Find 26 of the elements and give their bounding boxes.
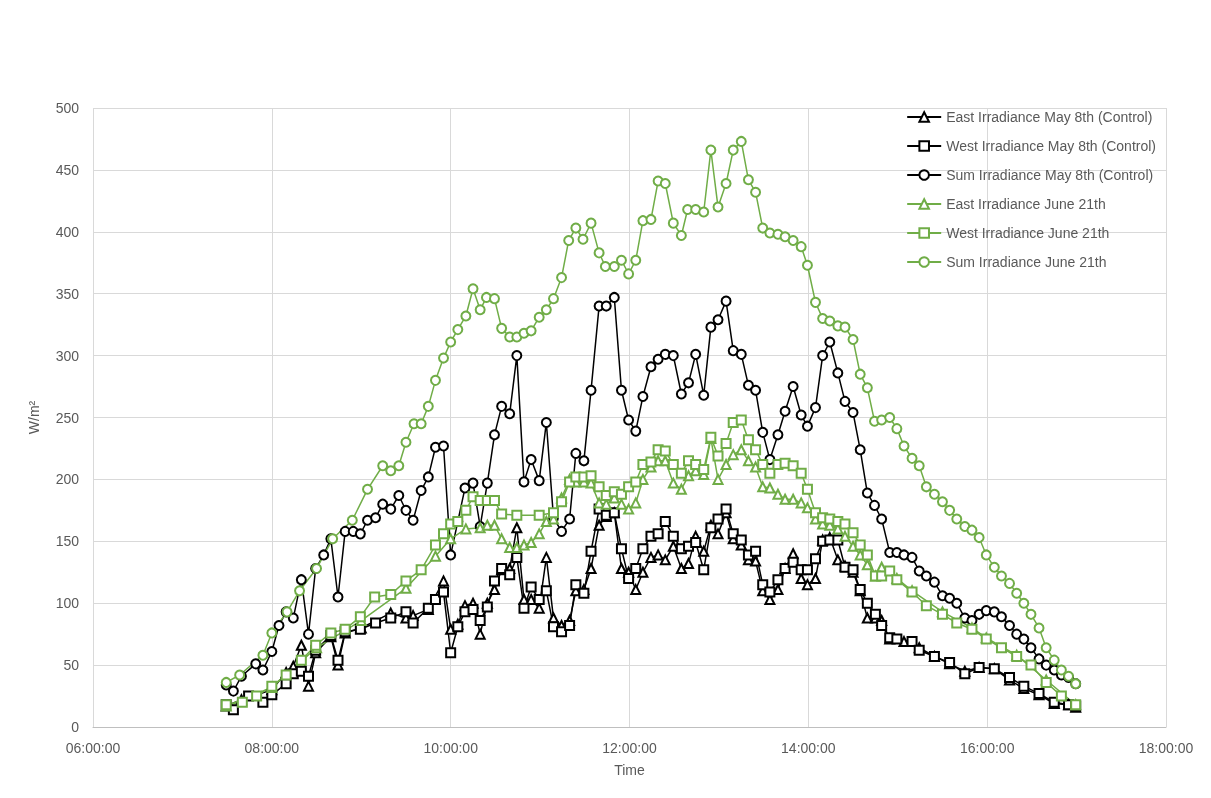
y-tick-label: 200 (55, 471, 80, 488)
y-tick-label: 150 (55, 533, 80, 550)
x-tick-label: 18:00:00 (1138, 740, 1194, 756)
legend-label: East Irradiance May 8th (Control) (946, 109, 1153, 125)
legend-label: Sum Irradiance June 21th (946, 254, 1107, 270)
y-tick-label: 500 (55, 100, 80, 116)
x-axis-title: Time (614, 762, 646, 778)
y-tick-label: 400 (55, 223, 80, 240)
y-tick-label: 250 (55, 409, 80, 426)
y-tick-label: 100 (55, 595, 80, 612)
x-tick-label: 06:00:00 (65, 740, 121, 756)
y-axis-title: W/m² (26, 400, 42, 435)
x-tick-label: 14:00:00 (781, 740, 836, 756)
y-tick-label: 0 (71, 719, 80, 735)
x-tick-label: 10:00:00 (423, 740, 479, 756)
legend-label: East Irradiance June 21th (946, 196, 1106, 212)
y-tick-label: 300 (55, 347, 80, 364)
legend-label: West Irradiance June 21th (946, 225, 1110, 241)
y-tick-label: 350 (55, 285, 80, 302)
x-tick-label: 12:00:00 (602, 740, 657, 756)
y-tick-label: 450 (55, 161, 80, 178)
x-tick-label: 16:00:00 (959, 740, 1015, 756)
x-tick-label: 08:00:00 (244, 740, 300, 756)
y-tick-label: 50 (63, 657, 80, 674)
legend-label: West Irradiance May 8th (Control) (946, 138, 1157, 154)
legend-label: Sum Irradiance May 8th (Control) (946, 167, 1154, 183)
